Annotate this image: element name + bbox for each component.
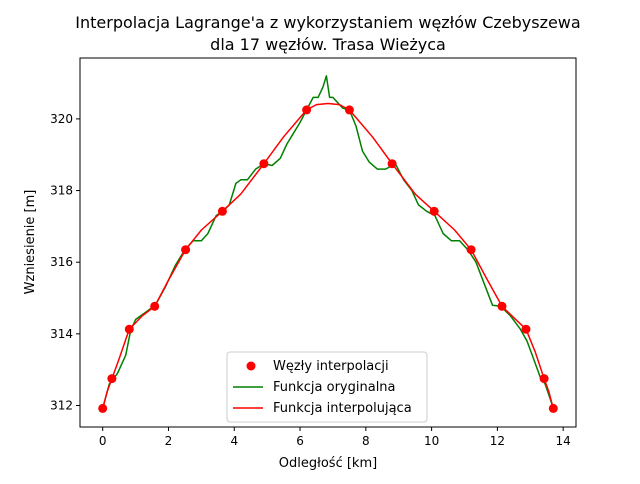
interpolation-node-point xyxy=(107,374,117,384)
plot-frame xyxy=(79,57,577,428)
interpolating-function-line xyxy=(101,102,555,409)
chart-subtitle: dla 17 węzłów. Trasa Wieżyca xyxy=(210,35,446,54)
interpolation-node-point xyxy=(429,206,439,216)
x-tick-label: 0 xyxy=(99,434,107,448)
legend-label-original: Funkcja oryginalna xyxy=(273,380,396,395)
interpolation-node-point xyxy=(150,301,160,311)
x-tick-label: 4 xyxy=(230,434,238,448)
x-axis-label: Odległość [km] xyxy=(279,456,377,471)
y-tick-label: 320 xyxy=(50,112,73,126)
chart-title: Interpolacja Lagrange'a z wykorzystaniem… xyxy=(75,13,580,32)
legend-box xyxy=(226,351,428,423)
x-axis-ticks: 0 2 4 6 8 10 12 14 xyxy=(99,427,571,448)
x-tick-label: 10 xyxy=(424,434,439,448)
interpolation-node-point xyxy=(124,324,134,334)
series-layer xyxy=(98,75,558,413)
interpolation-node-point xyxy=(344,105,354,115)
interpolation-node-point xyxy=(539,374,549,384)
legend-marker-nodes xyxy=(246,361,256,371)
y-tick-label: 316 xyxy=(50,255,73,269)
interpolation-node-point xyxy=(302,105,312,115)
interpolation-node-point xyxy=(98,403,108,413)
legend: Węzły interpolacji Funkcja oryginalna Fu… xyxy=(226,351,428,423)
y-axis-label: Wzniesienie [m] xyxy=(23,190,38,295)
y-tick-label: 314 xyxy=(50,327,73,341)
interpolation-node-point xyxy=(548,403,558,413)
x-tick-label: 8 xyxy=(362,434,370,448)
y-tick-label: 318 xyxy=(50,184,73,198)
interpolation-node-point xyxy=(259,159,269,169)
interpolation-node-point xyxy=(466,245,476,255)
interpolation-node-point xyxy=(497,301,507,311)
y-tick-label: 312 xyxy=(50,399,73,413)
x-tick-label: 14 xyxy=(556,434,571,448)
legend-label-nodes: Węzły interpolacji xyxy=(273,359,389,374)
x-tick-label: 6 xyxy=(296,434,304,448)
y-axis-ticks: 312 314 316 318 320 xyxy=(50,112,80,413)
interpolation-node-point xyxy=(521,324,531,334)
legend-label-interpolating: Funkcja interpolująca xyxy=(273,401,412,416)
x-tick-label: 12 xyxy=(490,434,505,448)
interpolation-node-point xyxy=(181,245,191,255)
x-tick-label: 2 xyxy=(165,434,173,448)
interpolation-node-point xyxy=(387,159,397,169)
interpolation-node-point xyxy=(217,206,227,216)
